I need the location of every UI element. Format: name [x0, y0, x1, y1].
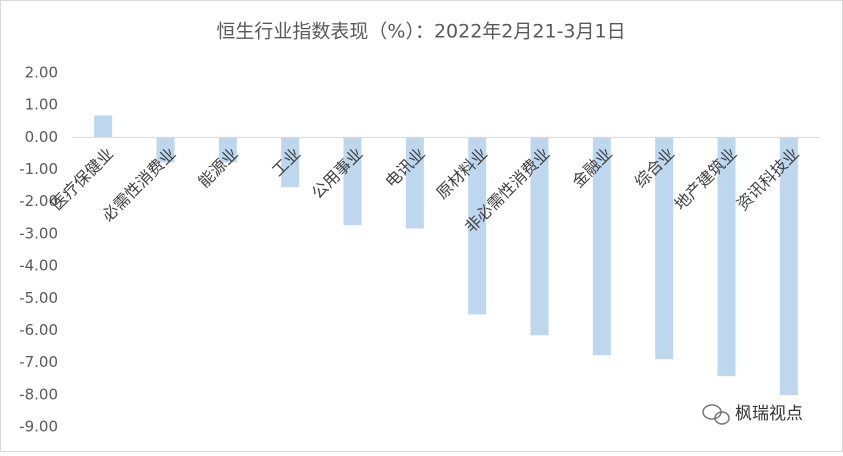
y-tick-label: 2.00 — [25, 64, 58, 82]
y-tick-label: -2.00 — [19, 192, 58, 210]
bar — [281, 137, 300, 188]
bar — [405, 137, 424, 229]
bar — [779, 137, 798, 396]
bar — [343, 137, 362, 226]
y-tick-label: -7.00 — [19, 353, 58, 371]
y-tick-label: -5.00 — [19, 289, 58, 307]
bar — [592, 137, 611, 356]
bar — [218, 137, 237, 163]
y-tick-label: -6.00 — [19, 321, 58, 339]
bar — [530, 137, 549, 336]
bar — [717, 137, 736, 377]
bar — [468, 137, 487, 315]
y-tick-label: 0.00 — [25, 128, 58, 146]
y-tick-label: -4.00 — [19, 257, 58, 275]
chart-title: 恒生行业指数表现（%）：2022年2月21-3月1日 — [216, 21, 625, 43]
bar — [94, 115, 113, 138]
y-tick-label: -9.00 — [19, 418, 58, 436]
y-tick-label: -8.00 — [19, 385, 58, 403]
watermark: 枫瑞视点 — [735, 404, 803, 424]
watermark-icon — [702, 404, 730, 425]
y-tick-label: -3.00 — [19, 224, 58, 242]
bar — [655, 137, 674, 360]
y-tick-label: 1.00 — [25, 96, 58, 114]
bar — [156, 137, 175, 163]
y-tick-label: -1.00 — [19, 160, 58, 178]
